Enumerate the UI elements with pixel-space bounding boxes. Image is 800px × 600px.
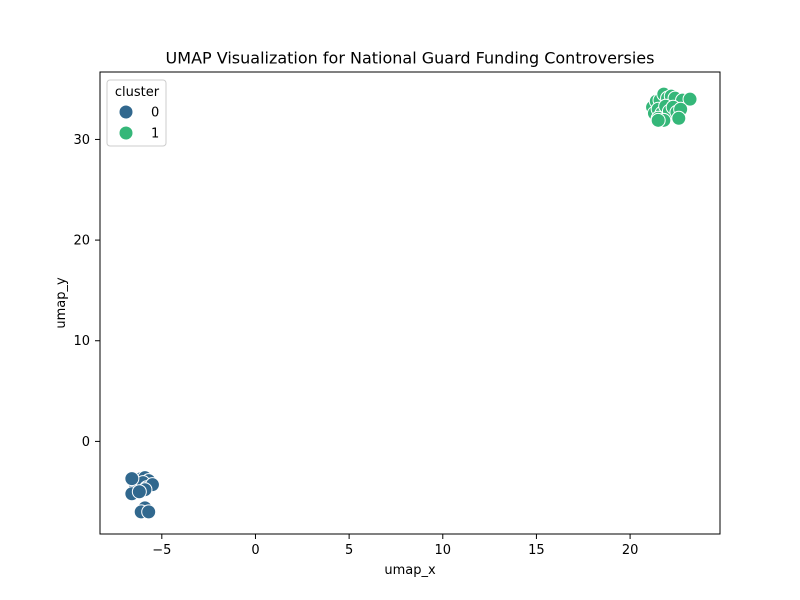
scatter-point-cluster-1 (671, 110, 687, 126)
legend-marker-cluster-1 (118, 125, 134, 141)
scatter-point-cluster-0 (141, 504, 157, 520)
scatter-point-cluster-1 (650, 112, 666, 128)
x-tick-label: 5 (345, 543, 353, 558)
chart-title: UMAP Visualization for National Guard Fu… (166, 49, 655, 68)
scatter-point-cluster-0 (131, 484, 147, 500)
legend-items: 01 (118, 104, 159, 142)
legend-label-cluster-0: 0 (151, 106, 159, 121)
y-tick-label: 20 (73, 234, 90, 249)
x-axis-label: umap_x (384, 563, 436, 578)
scatter-point-cluster-0 (124, 471, 140, 487)
y-tick-label: 0 (82, 435, 90, 450)
x-tick-label: 20 (622, 543, 639, 558)
x-tick-label: 0 (251, 543, 259, 558)
legend-marker-cluster-0 (118, 104, 134, 120)
scatter-point-cluster-1 (682, 91, 698, 107)
y-tick-label: 30 (73, 133, 90, 148)
y-tick-label: 10 (73, 334, 90, 349)
legend-title: cluster (115, 85, 160, 100)
x-tick-label: 10 (435, 543, 452, 558)
x-axis-ticks: −5 0 5 10 15 20 (152, 534, 638, 558)
y-axis-ticks: 0 10 20 30 (73, 133, 100, 450)
plot-frame (99, 71, 721, 535)
x-tick-label: 15 (528, 543, 545, 558)
legend: cluster 01 (106, 79, 167, 147)
legend-label-cluster-1: 1 (151, 127, 159, 142)
x-tick-label: −5 (152, 543, 171, 558)
y-axis-label: umap_y (54, 277, 69, 329)
data-points (124, 86, 698, 520)
